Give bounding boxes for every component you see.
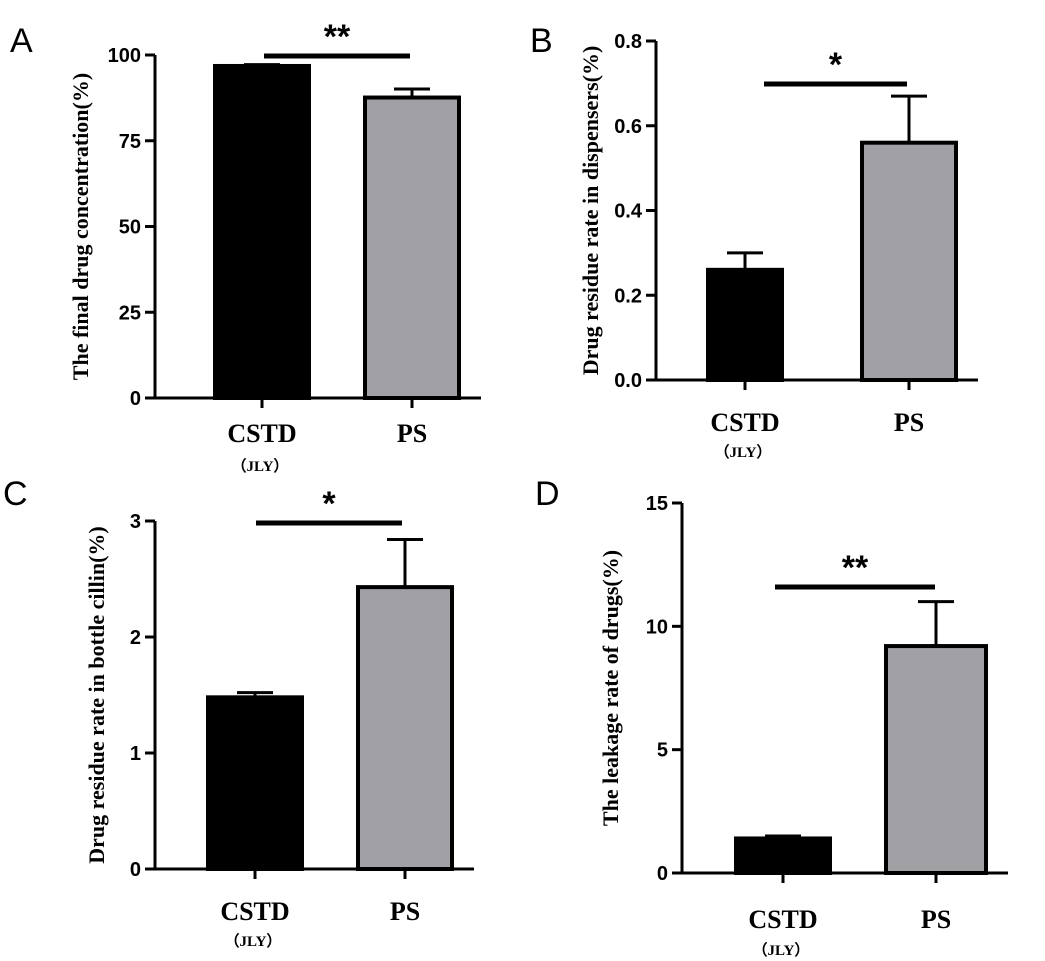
y-tick-label: 0 [130,388,141,410]
x-category-sublabel: （JLY） [225,932,282,950]
significance-marker: * [829,46,843,84]
panel-c: C 0 1 2 3 Drug residue rate in bottle cillin(… [3,475,474,950]
panel-label: D [535,475,560,513]
y-tick-label: 0 [657,863,668,885]
x-category-sublabel: （JLY） [753,941,810,959]
significance-marker: * [322,485,336,523]
bar-cstd [706,267,784,383]
y-tick-label: 0.2 [614,285,642,307]
x-category-label: PS [397,419,427,448]
x-category-sublabel: （JLY） [232,457,289,475]
y-axis-title: Drug residue rate in bottle cillin(%) [84,526,109,864]
y-tick-label: 15 [646,493,668,515]
x-category-label: CSTD [710,408,779,437]
panel-label: C [3,475,28,513]
x-category-label: CSTD [227,419,296,448]
y-tick-label: 2 [130,627,141,649]
y-tick-label: 0.0 [614,370,642,392]
y-axis-title: The leakage rate of drugs(%) [598,550,623,826]
y-axis-title: The final drug concentration(%) [68,73,93,380]
y-tick-label: 100 [108,45,141,67]
bar-cstd [734,836,832,876]
significance-marker: ** [324,18,351,56]
significance-marker: ** [842,549,869,587]
x-category-label: CSTD [748,905,817,934]
y-tick-label: 0.6 [614,116,642,138]
x-category-label: CSTD [220,897,289,926]
bar-cstd [206,695,304,871]
bar-cstd [213,63,311,400]
y-tick-label: 0.4 [614,201,643,223]
panel-a: A 0 25 50 75 100 The final drug concentration(… [10,18,481,475]
y-axis-title: Drug residue rate in dispensers(%) [578,46,603,376]
x-category-label: PS [894,408,924,437]
y-tick-label: 10 [646,616,668,638]
y-tick-label: 5 [657,740,668,762]
x-category-label: PS [390,897,420,926]
panel-label: A [10,22,33,60]
x-category-label: PS [921,905,951,934]
panel-d: D 0 5 10 15 The leakage rate of drugs(%) CSTD （… [535,475,1008,959]
y-tick-label: 1 [130,743,141,765]
bar-ps [884,644,988,875]
y-tick-label: 25 [119,302,141,324]
bar-ps [363,95,461,400]
panel-label: B [530,22,553,60]
bar-ps [860,140,958,382]
y-tick-label: 0 [130,859,141,881]
panel-b: B 0.0 0.2 0.4 0.6 0.8 Drug residue rate in dis… [530,22,978,461]
y-tick-label: 75 [119,131,141,153]
y-tick-label: 3 [130,511,141,533]
x-category-sublabel: （JLY） [715,443,772,461]
bar-ps [356,585,454,871]
y-tick-label: 0.8 [614,31,642,53]
y-tick-label: 50 [119,217,141,239]
